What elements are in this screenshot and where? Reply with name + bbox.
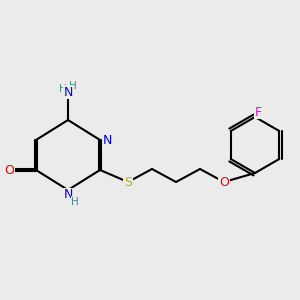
Text: N: N: [63, 85, 73, 98]
Text: H: H: [59, 84, 67, 94]
Text: H: H: [69, 81, 77, 91]
Text: O: O: [4, 164, 14, 176]
Text: N: N: [102, 134, 112, 146]
Text: S: S: [124, 176, 132, 190]
Text: O: O: [219, 176, 229, 190]
Text: H: H: [71, 197, 79, 207]
Text: N: N: [63, 188, 73, 202]
Text: F: F: [254, 106, 262, 118]
